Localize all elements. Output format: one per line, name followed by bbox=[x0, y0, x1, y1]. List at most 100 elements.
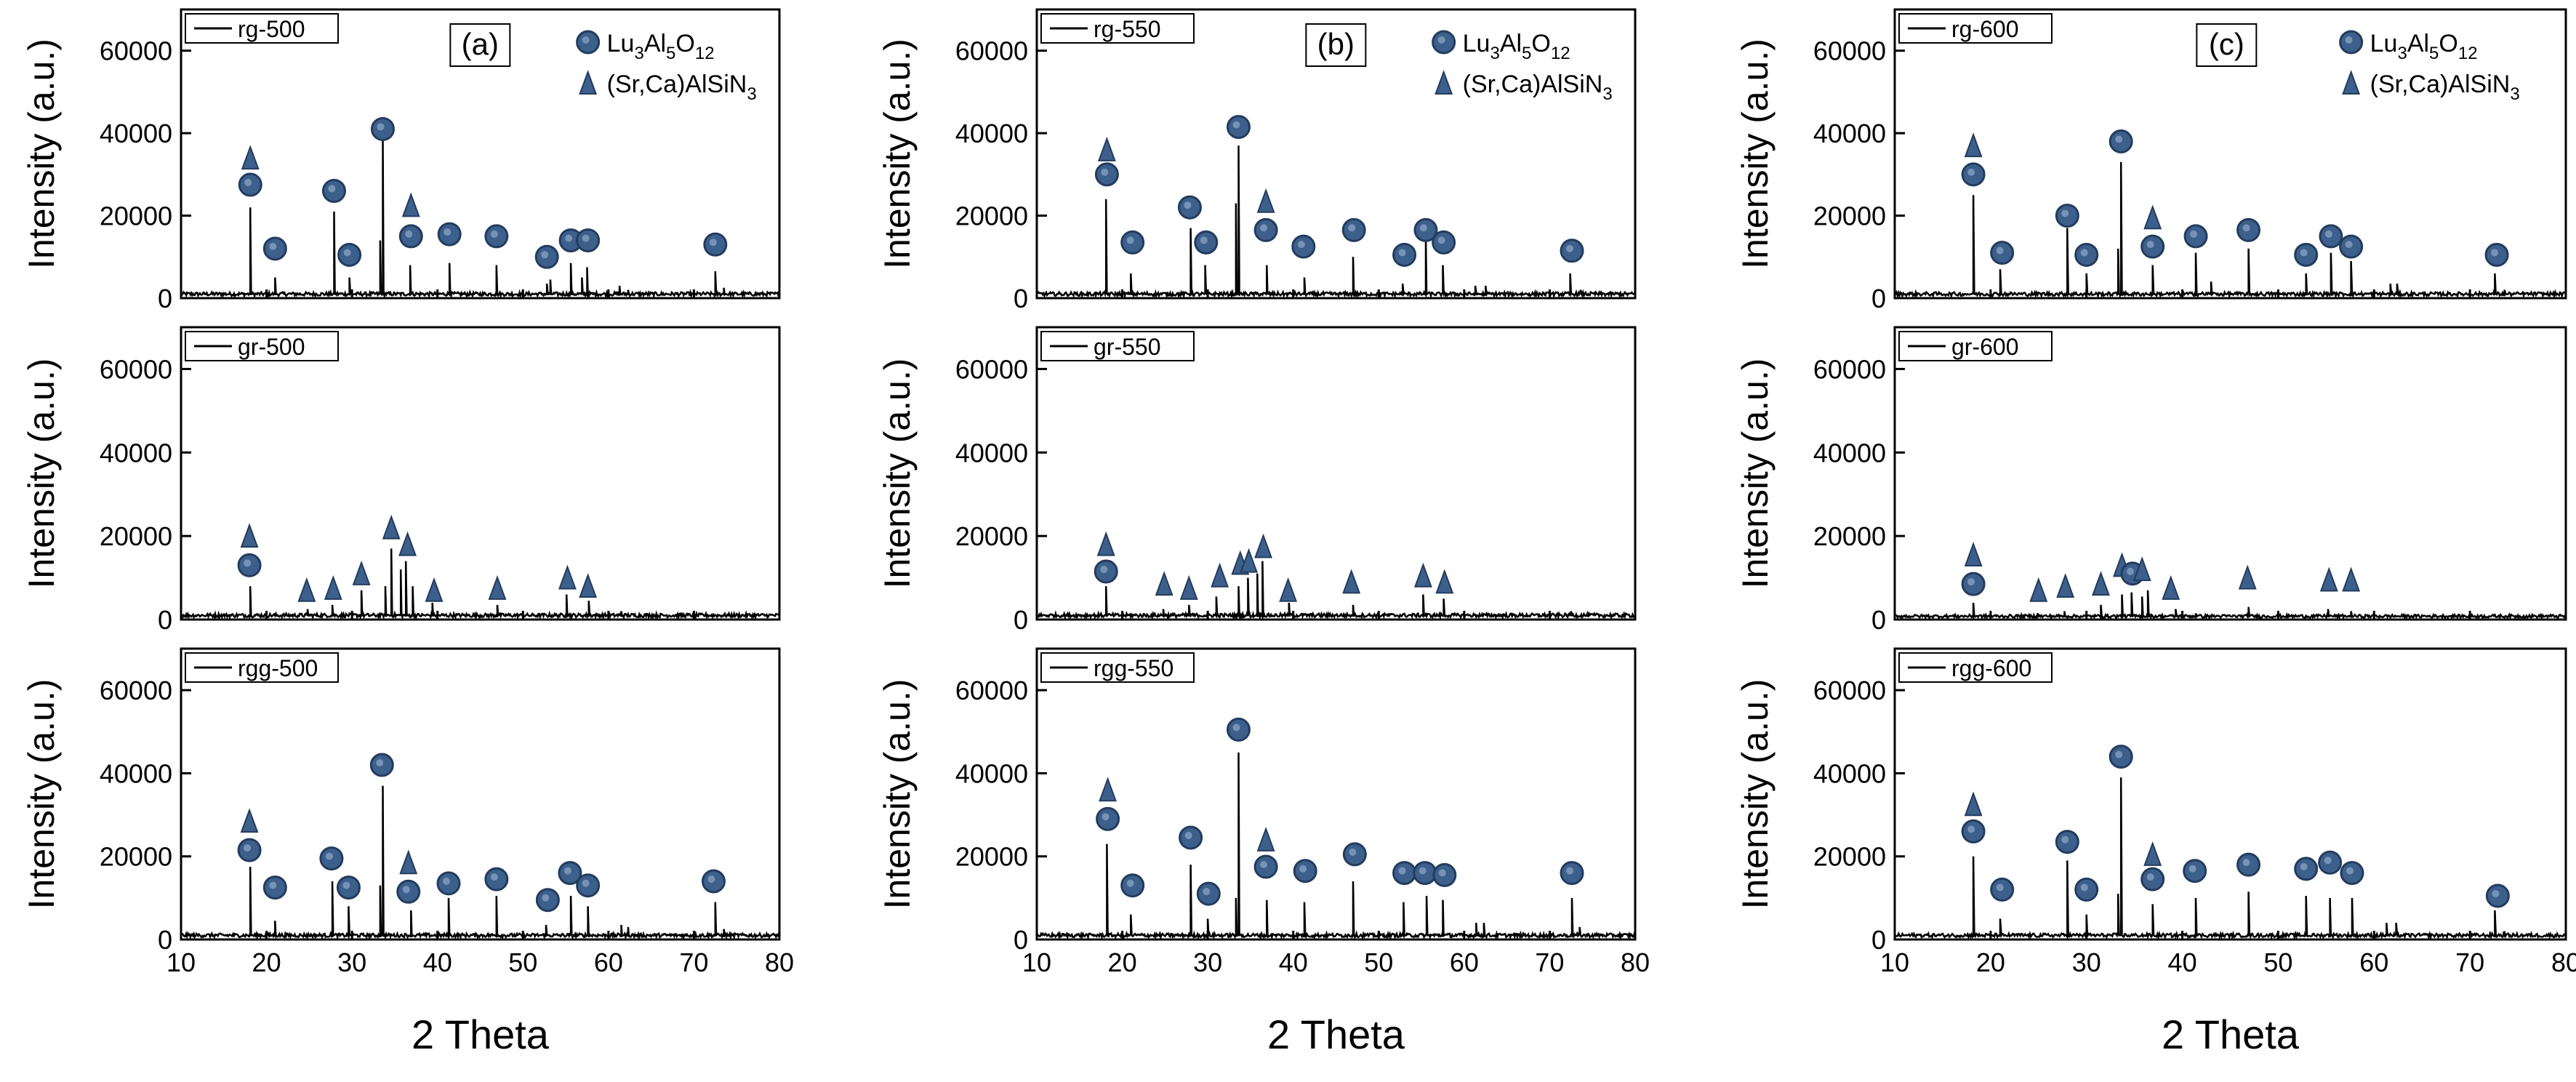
lu3al5o12-marker-highlight bbox=[1232, 724, 1240, 732]
y-tick-label: 20000 bbox=[100, 842, 172, 872]
lu3al5o12-marker-highlight bbox=[490, 230, 498, 238]
phase-key-triangle-icon bbox=[1435, 70, 1453, 95]
y-tick-label: 60000 bbox=[955, 36, 1028, 66]
subplot-gr-500: 0 20000 40000 60000 Intensity (a.u.) gr-500 bbox=[21, 326, 781, 635]
subplot-gr-550: 0 20000 40000 60000 Intensity (a.u.) gr-550 bbox=[877, 326, 1637, 635]
lu3al5o12-marker-highlight bbox=[1297, 241, 1305, 249]
lu3al5o12-marker-highlight bbox=[343, 249, 351, 257]
y-tick-label: 60000 bbox=[100, 354, 172, 384]
y-tick-label: 0 bbox=[1871, 605, 1886, 635]
lu3al5o12-marker-highlight bbox=[1398, 249, 1406, 257]
formula-text: Al bbox=[1500, 30, 1522, 57]
formula-subscript: 5 bbox=[666, 44, 675, 63]
lu3al5o12-marker-highlight bbox=[1299, 865, 1307, 873]
lu3al5o12-marker-highlight bbox=[541, 251, 549, 259]
srcaalsin3-marker bbox=[2238, 564, 2257, 590]
x-tick-label: 30 bbox=[2072, 947, 2101, 977]
lu3al5o12-marker-highlight bbox=[1437, 236, 1445, 244]
lu3al5o12-marker-highlight bbox=[1967, 578, 1975, 586]
subplot-rgg-500: 0 20000 40000 60000 Intensity (a.u.) rgg-500 1… bbox=[21, 647, 794, 1057]
formula-subscript: 12 bbox=[2458, 44, 2478, 63]
lu3al5o12-marker-highlight bbox=[2115, 750, 2123, 758]
plot-frame bbox=[180, 8, 781, 300]
y-tick-label: 60000 bbox=[1813, 36, 1886, 66]
lu3al5o12-marker-highlight bbox=[542, 894, 550, 902]
x-tick-label: 10 bbox=[166, 947, 196, 977]
series-legend-label: gr-500 bbox=[238, 334, 305, 360]
series-legend-label: rg-600 bbox=[1951, 16, 2019, 42]
lu3al5o12-marker-highlight bbox=[2146, 241, 2154, 249]
subplot-rg-600: 0 20000 40000 60000 Intensity (a.u.) rg-600 (c… bbox=[1735, 8, 2567, 313]
lu3al5o12-marker-highlight bbox=[1200, 236, 1208, 244]
x-tick-label: 20 bbox=[1108, 947, 1137, 977]
x-tick-label: 30 bbox=[1193, 947, 1222, 977]
lu3al5o12-marker-highlight bbox=[325, 852, 333, 860]
x-tick-label: 70 bbox=[1535, 947, 1564, 977]
y-axis-label: Intensity (a.u.) bbox=[877, 679, 918, 910]
x-tick-label: 60 bbox=[1450, 947, 1479, 977]
srcaalsin3-marker bbox=[1964, 132, 1983, 158]
srcaalsin3-marker bbox=[324, 575, 342, 600]
srcaalsin3-marker bbox=[240, 523, 259, 548]
y-tick-label: 0 bbox=[1871, 284, 1886, 313]
srcaalsin3-marker bbox=[1964, 791, 1983, 817]
phase-key-label: Lu3Al5O12 bbox=[1463, 30, 1570, 63]
srcaalsin3-marker bbox=[1155, 571, 1173, 596]
lu3al5o12-marker-highlight bbox=[1184, 832, 1192, 839]
lu3al5o12-marker-highlight bbox=[2115, 135, 2123, 143]
panel-label-box bbox=[2196, 23, 2258, 67]
formula-text: Al bbox=[2407, 30, 2429, 57]
srcaalsin3-marker bbox=[382, 514, 401, 540]
panel-0: 0 20000 40000 60000 Intensity (a.u.) rg-500 (a… bbox=[21, 8, 794, 1057]
lu3al5o12-marker-highlight bbox=[1260, 861, 1268, 868]
lu3al5o12-marker-highlight bbox=[709, 239, 717, 247]
subplot-gr-600: 0 20000 40000 60000 Intensity (a.u.) gr-600 bbox=[1735, 326, 2567, 635]
x-tick-label: 40 bbox=[1279, 947, 1308, 977]
y-tick-label: 60000 bbox=[1813, 676, 1886, 705]
lu3al5o12-marker-highlight bbox=[405, 230, 413, 238]
lu3al5o12-marker-highlight bbox=[1348, 224, 1356, 232]
lu3al5o12-marker-highlight bbox=[2324, 230, 2332, 238]
lu3al5o12-marker-highlight bbox=[1419, 224, 1427, 232]
lu3al5o12-marker-highlight bbox=[1996, 247, 2004, 255]
formula-subscript: 3 bbox=[1602, 84, 1612, 104]
x-axis-label: 2 Theta bbox=[1267, 1011, 1405, 1057]
lu3al5o12-marker-highlight bbox=[582, 879, 590, 887]
lu3al5o12-marker-highlight bbox=[377, 123, 385, 131]
lu3al5o12-marker-highlight bbox=[707, 875, 715, 883]
plot-frame bbox=[1893, 326, 2567, 621]
srcaalsin3-marker bbox=[558, 564, 577, 590]
y-tick-label: 0 bbox=[158, 925, 172, 955]
phase-key-label: Lu3Al5O12 bbox=[607, 30, 715, 63]
y-tick-label: 20000 bbox=[955, 842, 1028, 872]
lu3al5o12-marker-highlight bbox=[1232, 121, 1240, 129]
srcaalsin3-marker bbox=[1256, 188, 1275, 213]
formula-subscript: 3 bbox=[747, 84, 756, 104]
lu3al5o12-marker-highlight bbox=[1101, 168, 1109, 176]
y-tick-label: 40000 bbox=[1813, 758, 1886, 788]
y-axis-label: Intensity (a.u.) bbox=[1735, 358, 1775, 589]
formula-text: Lu bbox=[1463, 30, 1490, 57]
lu3al5o12-marker-highlight bbox=[2146, 873, 2154, 881]
y-tick-label: 40000 bbox=[955, 438, 1028, 468]
xrd-pattern-line bbox=[1894, 161, 2567, 300]
y-tick-label: 60000 bbox=[100, 36, 172, 66]
x-tick-label: 80 bbox=[2551, 947, 2576, 977]
lu3al5o12-marker-highlight bbox=[2300, 249, 2308, 257]
x-axis-label: 2 Theta bbox=[412, 1011, 550, 1057]
formula-subscript: 3 bbox=[2510, 84, 2519, 104]
plot-frame bbox=[1035, 326, 1637, 621]
lu3al5o12-marker-highlight bbox=[2491, 249, 2499, 257]
x-tick-label: 80 bbox=[1621, 947, 1650, 977]
srcaalsin3-marker bbox=[241, 145, 260, 170]
lu3al5o12-marker-highlight bbox=[582, 234, 590, 242]
lu3al5o12-marker-highlight bbox=[2242, 859, 2250, 867]
x-tick-label: 20 bbox=[252, 947, 281, 977]
srcaalsin3-marker bbox=[1964, 542, 1983, 566]
y-axis-label: Intensity (a.u.) bbox=[21, 39, 62, 269]
lu3al5o12-marker-highlight bbox=[1100, 565, 1108, 573]
lu3al5o12-marker-highlight bbox=[1967, 825, 1975, 833]
series-legend-label: rgg-550 bbox=[1094, 655, 1173, 681]
y-tick-label: 60000 bbox=[100, 676, 172, 705]
